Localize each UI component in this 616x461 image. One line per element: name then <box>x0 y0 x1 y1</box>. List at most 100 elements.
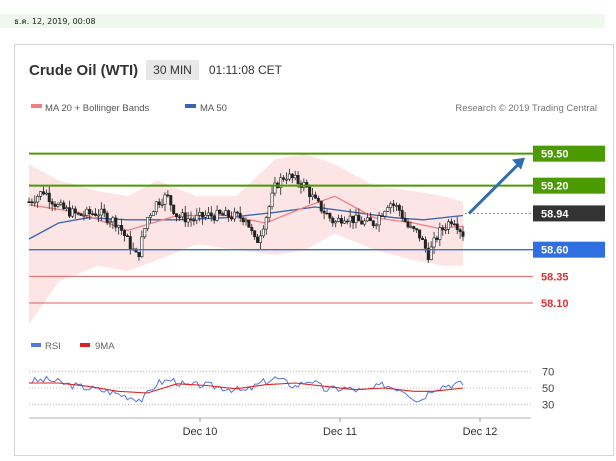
candle <box>30 198 34 207</box>
candle-body <box>444 228 448 231</box>
candle-body <box>73 208 77 214</box>
candle-body <box>180 212 184 218</box>
chart-header: Crude Oil (WTI) 30 MIN 01:11:08 CET <box>29 57 282 83</box>
candle <box>429 241 433 261</box>
candle-body <box>59 202 63 205</box>
candle <box>394 202 398 212</box>
candle-body <box>403 217 407 223</box>
candle <box>380 213 384 217</box>
candle <box>247 220 251 228</box>
candle-body <box>328 213 332 219</box>
candle <box>70 205 74 218</box>
candle <box>461 226 465 242</box>
candle-body <box>418 229 422 239</box>
candle <box>166 190 170 198</box>
candle <box>360 216 364 225</box>
level-label: 58.10 <box>541 298 569 310</box>
candle <box>62 200 66 210</box>
candle <box>386 205 390 213</box>
candle <box>122 229 126 242</box>
date-text: ธ.ค. 12, 2019, 00:08 <box>14 17 96 26</box>
rsi-ma-legend-label: 9MA <box>95 341 115 352</box>
candle <box>389 201 393 214</box>
candle <box>339 214 343 227</box>
candle <box>354 208 358 229</box>
candle <box>357 208 361 222</box>
candle-body <box>227 210 231 218</box>
candle <box>418 229 422 242</box>
candle-body <box>394 205 398 207</box>
candle-body <box>374 224 378 227</box>
candle-body <box>30 201 34 204</box>
candle-body <box>96 214 100 217</box>
candle-body <box>218 210 222 214</box>
candle-body <box>311 194 315 198</box>
candle <box>189 211 193 227</box>
level-label: 58.94 <box>541 208 569 220</box>
candle <box>311 188 315 201</box>
candle-body <box>79 213 83 216</box>
level-label: 59.20 <box>541 181 569 193</box>
candle <box>209 206 213 222</box>
candle <box>227 209 231 222</box>
candle <box>374 222 378 230</box>
candle-body <box>322 210 326 214</box>
candle-body <box>56 204 60 207</box>
candle <box>371 219 375 229</box>
rsi-ma-line <box>29 382 464 394</box>
candle-body <box>198 211 202 216</box>
candle <box>215 205 219 222</box>
candle-body <box>380 215 384 217</box>
candle <box>114 215 118 232</box>
candle <box>290 173 294 184</box>
candle-body <box>435 237 439 240</box>
candle <box>143 228 147 239</box>
candle <box>261 225 265 238</box>
candle <box>415 228 419 233</box>
candle <box>137 251 141 261</box>
candle <box>183 206 187 227</box>
ma20-legend-label: MA 20 + Bollinger Bands <box>45 103 150 114</box>
candle <box>458 227 462 239</box>
candle <box>322 203 326 220</box>
rsi-tick-label: 50 <box>542 383 554 395</box>
rsi-ma-legend-icon <box>80 343 90 347</box>
candle-body <box>232 211 236 220</box>
candle-body <box>53 203 57 207</box>
timeframe-badge[interactable]: 30 MIN <box>146 60 199 80</box>
level-label-box <box>533 205 605 222</box>
candle <box>33 195 37 207</box>
candle-body <box>357 214 361 222</box>
candle <box>73 205 77 219</box>
candle-body <box>282 177 286 180</box>
candle <box>160 198 164 209</box>
candle <box>449 218 453 227</box>
candle-body <box>238 212 242 219</box>
candle <box>108 218 112 228</box>
candle <box>169 194 173 212</box>
candle <box>53 200 57 211</box>
level-58-60: 58.60 <box>29 241 605 258</box>
candle <box>334 219 338 228</box>
candle <box>91 210 95 216</box>
candle-body <box>441 227 445 231</box>
level-58-35: 58.35 <box>29 271 569 283</box>
candle-body <box>206 212 210 216</box>
ma50-legend-icon <box>185 104 196 108</box>
candle-body <box>261 228 265 237</box>
candle <box>102 204 106 218</box>
candle-body <box>406 221 410 228</box>
candle <box>140 230 144 258</box>
candle-body <box>296 175 300 184</box>
candle-body <box>415 228 419 231</box>
forecast-arrow-shaft <box>467 162 521 215</box>
candle-body <box>371 220 375 226</box>
candle <box>120 218 124 235</box>
candle <box>117 224 121 235</box>
candle <box>56 202 60 208</box>
level-label-box <box>533 145 605 162</box>
candle-body <box>409 226 413 228</box>
candle-body <box>154 201 158 213</box>
candle <box>111 215 115 229</box>
candle <box>221 211 225 216</box>
